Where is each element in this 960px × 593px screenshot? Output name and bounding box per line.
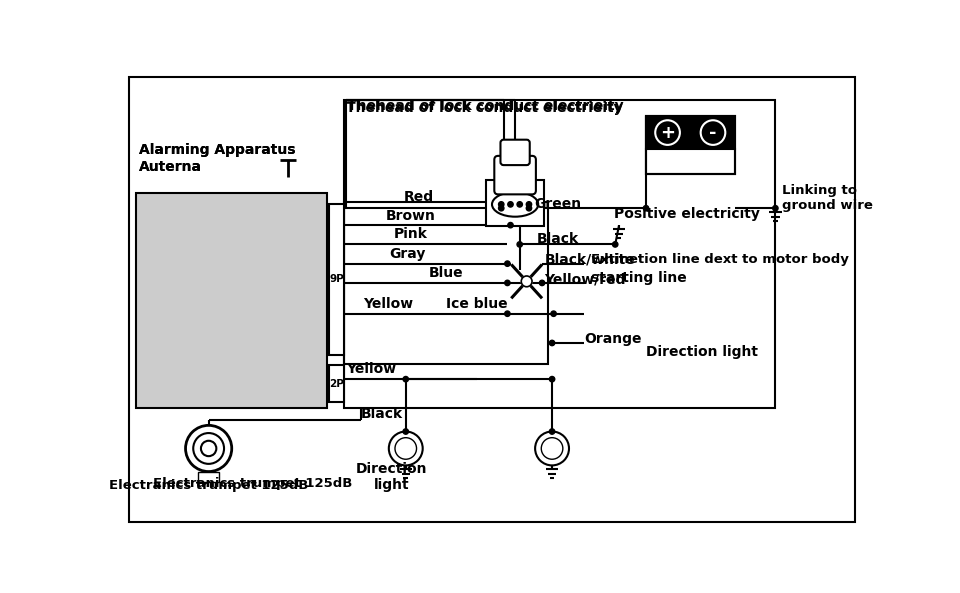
- Circle shape: [541, 438, 563, 459]
- Circle shape: [508, 202, 514, 207]
- Circle shape: [526, 206, 532, 211]
- Text: Yellow: Yellow: [363, 296, 413, 311]
- Bar: [646, 116, 734, 149]
- Bar: [198, 471, 220, 482]
- Text: Black/white: Black/white: [544, 253, 636, 267]
- Text: 9P: 9P: [329, 275, 344, 285]
- Ellipse shape: [492, 192, 539, 216]
- Text: Extinetion line dext to motor body: Extinetion line dext to motor body: [590, 253, 849, 266]
- Circle shape: [193, 433, 224, 464]
- Circle shape: [643, 206, 649, 211]
- Circle shape: [505, 261, 510, 266]
- Text: Black: Black: [537, 232, 579, 246]
- FancyBboxPatch shape: [500, 140, 530, 165]
- Bar: [328, 365, 344, 402]
- Text: Auterna: Auterna: [139, 161, 203, 174]
- Text: starting line: starting line: [590, 270, 686, 285]
- Text: Blue: Blue: [428, 266, 463, 280]
- FancyBboxPatch shape: [494, 156, 536, 195]
- Circle shape: [201, 441, 216, 456]
- Text: Thehead of lock conduct electrieity: Thehead of lock conduct electrieity: [346, 101, 622, 115]
- Circle shape: [185, 425, 231, 471]
- Circle shape: [535, 432, 569, 466]
- Text: Gray: Gray: [389, 247, 425, 260]
- Text: Thehead of lock conduct electrieity: Thehead of lock conduct electrieity: [348, 99, 624, 113]
- Circle shape: [656, 120, 680, 145]
- Text: Ice blue: Ice blue: [445, 296, 508, 311]
- Circle shape: [549, 340, 555, 346]
- Circle shape: [701, 120, 726, 145]
- Circle shape: [395, 438, 417, 459]
- Text: Brown: Brown: [386, 209, 436, 223]
- Text: -: -: [709, 123, 717, 142]
- Circle shape: [540, 280, 544, 286]
- Circle shape: [521, 276, 532, 287]
- Circle shape: [517, 242, 522, 247]
- Circle shape: [498, 206, 504, 211]
- Text: Yellow: Yellow: [346, 362, 396, 376]
- Bar: [344, 202, 548, 364]
- Bar: [646, 149, 734, 174]
- Text: Electranics trumpet 125dB: Electranics trumpet 125dB: [154, 477, 352, 490]
- Text: 2P: 2P: [329, 379, 344, 389]
- Circle shape: [549, 377, 555, 382]
- Bar: [344, 100, 776, 409]
- Text: Electranics trumpet 125dB: Electranics trumpet 125dB: [108, 479, 308, 492]
- Text: +: +: [660, 123, 675, 142]
- Text: Linking to
ground wire: Linking to ground wire: [781, 184, 873, 212]
- Text: Orange: Orange: [585, 332, 642, 346]
- Circle shape: [505, 311, 510, 317]
- Circle shape: [551, 311, 556, 317]
- Bar: [486, 180, 544, 226]
- Bar: [328, 205, 344, 355]
- Circle shape: [389, 432, 422, 466]
- Circle shape: [549, 429, 555, 434]
- Text: Direction light: Direction light: [646, 345, 758, 359]
- Text: Green: Green: [535, 197, 582, 211]
- Text: Positive electricity: Positive electricity: [613, 206, 759, 221]
- Circle shape: [526, 202, 532, 207]
- Circle shape: [508, 222, 514, 228]
- Text: Red: Red: [404, 190, 434, 205]
- Circle shape: [403, 377, 408, 382]
- Circle shape: [517, 202, 522, 207]
- Bar: [646, 116, 734, 174]
- Text: Auterna: Auterna: [139, 161, 203, 174]
- Text: Alarming Apparatus: Alarming Apparatus: [139, 144, 296, 158]
- Text: Pink: Pink: [395, 227, 428, 241]
- Circle shape: [505, 280, 510, 286]
- Text: Yellow/red: Yellow/red: [544, 273, 626, 287]
- Circle shape: [773, 206, 778, 211]
- Circle shape: [403, 429, 408, 434]
- Circle shape: [498, 202, 504, 207]
- Text: Alarming Apparatus: Alarming Apparatus: [139, 144, 296, 158]
- Circle shape: [612, 242, 618, 247]
- Bar: [136, 193, 327, 409]
- Circle shape: [521, 276, 532, 287]
- Text: Black: Black: [361, 407, 403, 421]
- Text: Direction
light: Direction light: [356, 462, 427, 492]
